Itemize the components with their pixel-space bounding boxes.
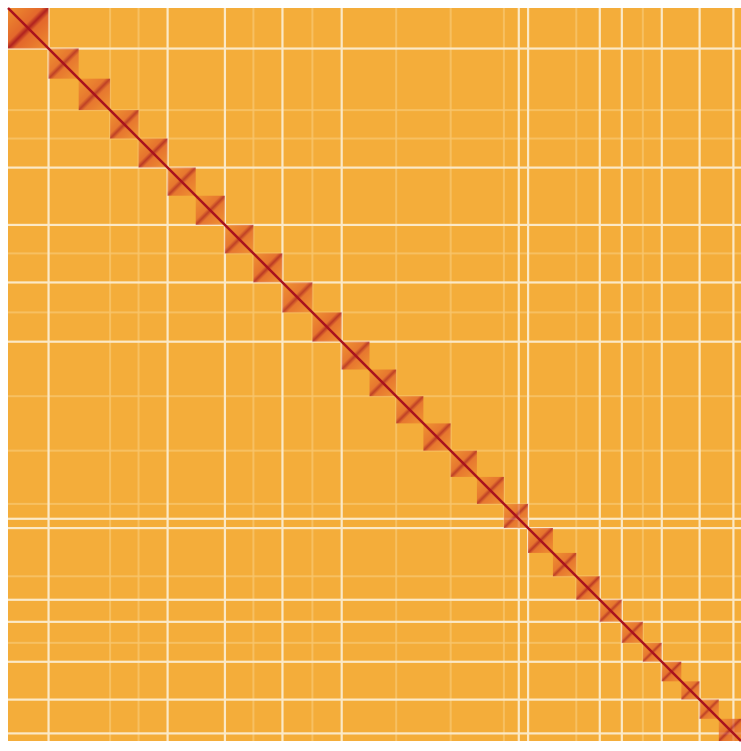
gap-line-horizontal <box>8 517 741 520</box>
faint-stripe-horizontal <box>8 575 741 578</box>
gap-line-horizontal <box>8 223 741 227</box>
faint-stripe-vertical <box>449 8 452 741</box>
gap-line-horizontal <box>8 47 741 50</box>
gap-line-horizontal <box>8 166 741 169</box>
gap-line-vertical <box>47 8 50 741</box>
main-diagonal <box>7 7 741 742</box>
gap-line-horizontal <box>8 526 741 530</box>
gap-line-horizontal <box>8 281 741 284</box>
faint-stripe-horizontal <box>8 137 741 140</box>
gap-line-vertical <box>166 8 169 741</box>
faint-stripe-vertical <box>641 8 644 741</box>
faint-stripe-vertical <box>137 8 140 741</box>
gap-line-vertical <box>223 8 227 741</box>
faint-stripe-horizontal <box>8 641 741 644</box>
gap-line-vertical <box>598 8 601 741</box>
faint-stripe-vertical <box>311 8 314 741</box>
faint-stripe-horizontal <box>8 449 741 452</box>
gap-line-vertical <box>660 8 663 741</box>
faint-stripe-vertical <box>109 8 112 741</box>
gap-line-horizontal <box>8 698 741 701</box>
gap-line-horizontal <box>8 732 741 735</box>
faint-stripe-vertical <box>502 8 505 741</box>
faint-stripe-vertical <box>575 8 578 741</box>
faint-stripe-horizontal <box>8 502 741 505</box>
gap-line-vertical <box>698 8 701 741</box>
gap-line-horizontal <box>8 340 741 343</box>
faint-stripe-horizontal <box>8 252 741 255</box>
faint-stripe-horizontal <box>8 109 741 112</box>
faint-stripe-vertical <box>252 8 255 741</box>
gap-line-horizontal <box>8 660 741 663</box>
gap-line-vertical <box>620 8 623 741</box>
faint-stripe-horizontal <box>8 311 741 314</box>
gap-line-horizontal <box>8 598 741 601</box>
gap-line-vertical <box>526 8 530 741</box>
gap-line-vertical <box>340 8 343 741</box>
gap-line-vertical <box>732 8 735 741</box>
gap-line-vertical <box>517 8 520 741</box>
gap-line-vertical <box>281 8 284 741</box>
gap-line-horizontal <box>8 620 741 623</box>
